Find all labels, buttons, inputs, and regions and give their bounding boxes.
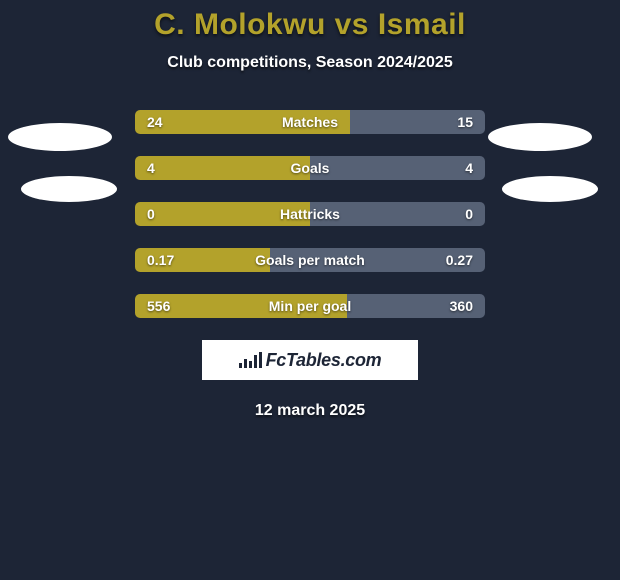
decorative-ellipse xyxy=(8,123,112,151)
stat-value-right: 360 xyxy=(450,294,473,318)
stat-row: Hattricks 0 0 xyxy=(135,202,485,226)
stat-row: Goals per match 0.17 0.27 xyxy=(135,248,485,272)
stat-bar-right xyxy=(310,156,485,180)
bar-chart-icon xyxy=(239,352,262,368)
decorative-ellipse xyxy=(21,176,117,202)
stat-value-left: 0.17 xyxy=(147,248,174,272)
stat-label: Min per goal xyxy=(269,294,351,318)
stat-bar-left xyxy=(135,156,310,180)
brand-box[interactable]: FcTables.com xyxy=(202,340,418,380)
stat-value-right: 0 xyxy=(465,202,473,226)
stat-row: Min per goal 556 360 xyxy=(135,294,485,318)
stat-value-left: 556 xyxy=(147,294,170,318)
stat-label: Goals xyxy=(291,156,330,180)
stat-label: Matches xyxy=(282,110,338,134)
stat-row: Matches 24 15 xyxy=(135,110,485,134)
stat-value-right: 15 xyxy=(457,110,473,134)
stat-label: Hattricks xyxy=(280,202,340,226)
stats-container: Matches 24 15 Goals 4 4 Hattricks 0 0 Goals per m… xyxy=(135,110,485,318)
stat-label: Goals per match xyxy=(255,248,365,272)
page-title: C. Molokwu vs Ismail xyxy=(0,0,620,42)
stat-value-left: 24 xyxy=(147,110,163,134)
decorative-ellipse xyxy=(488,123,592,151)
brand-text: FcTables.com xyxy=(266,350,382,371)
decorative-ellipse xyxy=(502,176,598,202)
stat-value-left: 4 xyxy=(147,156,155,180)
stat-value-left: 0 xyxy=(147,202,155,226)
subtitle: Club competitions, Season 2024/2025 xyxy=(0,54,620,72)
stat-row: Goals 4 4 xyxy=(135,156,485,180)
stat-value-right: 0.27 xyxy=(446,248,473,272)
footer-date: 12 march 2025 xyxy=(0,402,620,420)
stat-value-right: 4 xyxy=(465,156,473,180)
